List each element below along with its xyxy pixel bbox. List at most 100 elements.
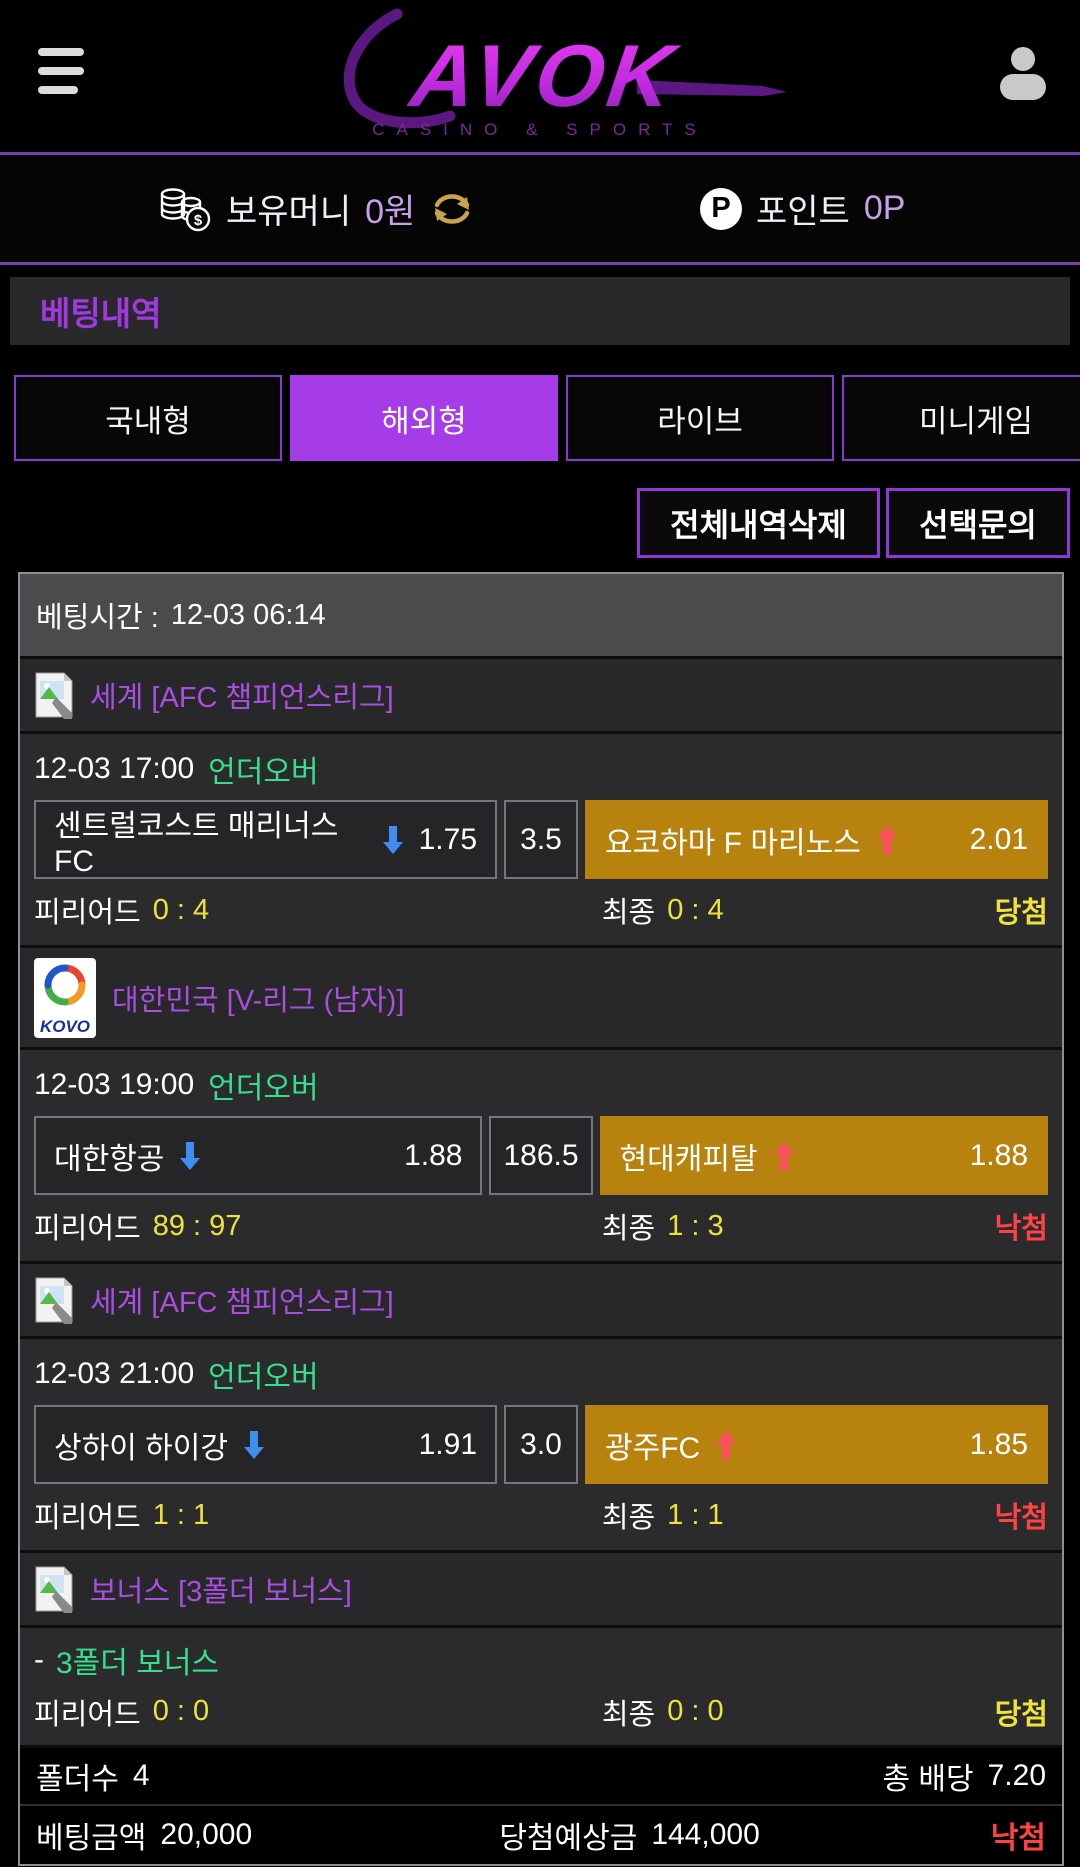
folder-label: 폴더수 xyxy=(36,1763,119,1796)
kovo-logo-icon: KOVO xyxy=(34,957,96,1038)
final-result: 최종 0 : 4 xyxy=(602,889,724,931)
match-time: 12-03 21:00 xyxy=(34,1357,195,1390)
league-row: 세계 [AFC 챔피언스리그] xyxy=(20,656,1062,731)
folder-value: 4 xyxy=(132,1759,150,1792)
delete-all-history-button[interactable]: 전체내역삭제 xyxy=(637,488,880,558)
refresh-balance-icon[interactable] xyxy=(429,188,475,230)
team-name: 상하이 하이강 xyxy=(54,1431,228,1465)
odds-cell-under: 대한항공 1.88 xyxy=(34,1116,483,1195)
line-value: 3.0 xyxy=(520,1427,562,1461)
odds-cell-under: 센트럴코스트 매리너스 FC 1.75 xyxy=(34,800,497,879)
odds-row: 센트럴코스트 매리너스 FC 1.75 3.5 요코하마 F 마리노스 2.01 xyxy=(34,800,1048,879)
status-badge: 당첨 xyxy=(994,1698,1048,1731)
final-label: 최종 xyxy=(601,1698,656,1731)
final-result: 최종 0 : 0 xyxy=(602,1691,724,1733)
league-name: 대한민국 [V-리그 (남자)] xyxy=(112,984,405,1017)
odds-value: 1.91 xyxy=(418,1427,477,1461)
period-score: 89 : 97 xyxy=(152,1209,242,1242)
final-score: 0 : 4 xyxy=(667,893,724,926)
market-type: 언더오버 xyxy=(208,1361,319,1394)
line-value: 3.5 xyxy=(520,822,562,856)
final-score: 1 : 1 xyxy=(667,1498,724,1531)
odds-row: 상하이 하이강 1.91 3.0 광주FC 1.85 xyxy=(34,1405,1048,1484)
match-block: 12-03 19:00 언더오버 대한항공 1.88 186.5 현대캐피탈 1… xyxy=(20,1047,1062,1261)
status-badge: 낙첨 xyxy=(990,1822,1046,1855)
final-score: 0 : 0 xyxy=(667,1695,724,1728)
folder-count: 폴더수 4 xyxy=(36,1754,150,1798)
final-score: 1 : 3 xyxy=(667,1209,724,1242)
result-row: 피리어드 0 : 0 최종 0 : 0 당첨 xyxy=(34,1689,1048,1735)
summary-row-folders: 폴더수 4 총 배당 7.20 xyxy=(20,1745,1062,1804)
bet-amount-label: 베팅금액 xyxy=(36,1822,147,1855)
final-label: 최종 xyxy=(601,1502,656,1534)
league-name: 세계 [AFC 챔피언스리그] xyxy=(90,1287,394,1319)
app-header: AVOK CASINO & SPORTS xyxy=(0,0,1080,155)
period-result: 피리어드 89 : 97 xyxy=(34,1205,241,1247)
up-arrow-icon xyxy=(876,825,897,854)
odds-cell-over-selected: 현대캐피탈 1.88 xyxy=(599,1116,1049,1195)
logo-subtitle-text: CASINO & SPORTS xyxy=(372,120,708,139)
page-title-box: 베팅내역 xyxy=(10,277,1070,345)
bet-slip-card: 베팅시간 : 12-03 06:14 세계 [AFC 챔피언스리그] 12-03… xyxy=(18,572,1064,1866)
period-result: 피리어드 0 : 0 xyxy=(34,1691,209,1733)
total-odds-value: 7.20 xyxy=(987,1759,1046,1792)
team-name: 대한항공 xyxy=(54,1142,165,1176)
odds-value: 1.85 xyxy=(969,1427,1028,1461)
bonus-prefix: - xyxy=(34,1643,44,1677)
coin-stack-icon: $ xyxy=(160,187,211,231)
odds-cell-line: 186.5 xyxy=(489,1116,593,1195)
match-time: 12-03 19:00 xyxy=(34,1068,195,1101)
period-label: 피리어드 xyxy=(34,1213,141,1245)
hamburger-menu-icon[interactable] xyxy=(38,48,88,100)
result-row: 피리어드 89 : 97 최종 1 : 3 낙첨 xyxy=(34,1203,1048,1249)
history-actions: 전체내역삭제 선택문의 xyxy=(0,488,1080,558)
market-type: 언더오버 xyxy=(208,756,319,789)
result-row: 피리어드 0 : 4 최종 0 : 4 당첨 xyxy=(34,887,1048,933)
user-profile-icon[interactable] xyxy=(998,45,1048,101)
avok-logo[interactable]: AVOK CASINO & SPORTS xyxy=(285,4,795,149)
odds-value: 1.75 xyxy=(418,822,477,856)
odds-cell-line: 3.0 xyxy=(504,1405,578,1484)
bet-amount: 베팅금액 20,000 xyxy=(36,1813,252,1857)
bonus-block: - 3폴더 보너스 피리어드 0 : 0 최종 0 : 0 당첨 xyxy=(20,1625,1062,1745)
league-row: 세계 [AFC 챔피언스리그] xyxy=(20,1261,1062,1336)
expected-value: 144,000 xyxy=(651,1818,760,1851)
status-badge: 당첨 xyxy=(994,897,1048,929)
league-name: 세계 [AFC 챔피언스리그] xyxy=(90,682,394,714)
select-inquiry-button[interactable]: 선택문의 xyxy=(886,488,1070,558)
odds-value: 1.88 xyxy=(969,1138,1029,1172)
up-arrow-icon xyxy=(716,1430,737,1459)
bet-amount-value: 20,000 xyxy=(160,1818,253,1851)
expected-label: 당첨예상금 xyxy=(499,1822,638,1855)
up-arrow-icon xyxy=(773,1141,794,1170)
team-name: 요코하마 F 마리노스 xyxy=(605,826,861,860)
svg-text:$: $ xyxy=(194,212,203,229)
team-name: 현대캐피탈 xyxy=(619,1142,758,1176)
bet-time-label: 베팅시간 : xyxy=(36,602,159,634)
bonus-name: 3폴더 보너스 xyxy=(56,1647,220,1681)
period-result: 피리어드 0 : 4 xyxy=(34,889,209,931)
tab-overseas[interactable]: 해외형 xyxy=(290,375,558,461)
broken-image-icon xyxy=(35,1566,73,1613)
result-row: 피리어드 1 : 1 최종 1 : 1 낙첨 xyxy=(34,1492,1048,1538)
league-row: KOVO 대한민국 [V-리그 (남자)] xyxy=(20,945,1062,1047)
period-label: 피리어드 xyxy=(34,897,141,929)
logo-swoosh xyxy=(343,8,456,129)
odds-row: 대한항공 1.88 186.5 현대캐피탈 1.88 xyxy=(34,1116,1049,1195)
money-label: 보유머니 xyxy=(226,193,352,231)
logo-title-text: AVOK xyxy=(404,26,686,125)
match-block: 12-03 21:00 언더오버 상하이 하이강 1.91 3.0 광주FC 1… xyxy=(20,1336,1062,1550)
down-arrow-icon xyxy=(382,825,403,854)
final-result: 최종 1 : 1 xyxy=(602,1494,724,1536)
point-p-icon: P xyxy=(700,187,742,230)
bet-type-tabs: 국내형 해외형 라이브 미니게임 xyxy=(14,375,1080,461)
market-type: 언더오버 xyxy=(208,1072,319,1105)
tab-live[interactable]: 라이브 xyxy=(566,375,834,461)
team-name: 센트럴코스트 매리너스 FC xyxy=(54,809,339,878)
point-label: 포인트 xyxy=(756,193,850,231)
league-name: 보너스 [3폴더 보너스] xyxy=(90,1576,352,1608)
final-label: 최종 xyxy=(601,897,656,929)
tab-domestic[interactable]: 국내형 xyxy=(14,375,282,461)
tab-minigame[interactable]: 미니게임 xyxy=(842,375,1080,461)
total-odds: 총 배당 7.20 xyxy=(882,1754,1046,1798)
